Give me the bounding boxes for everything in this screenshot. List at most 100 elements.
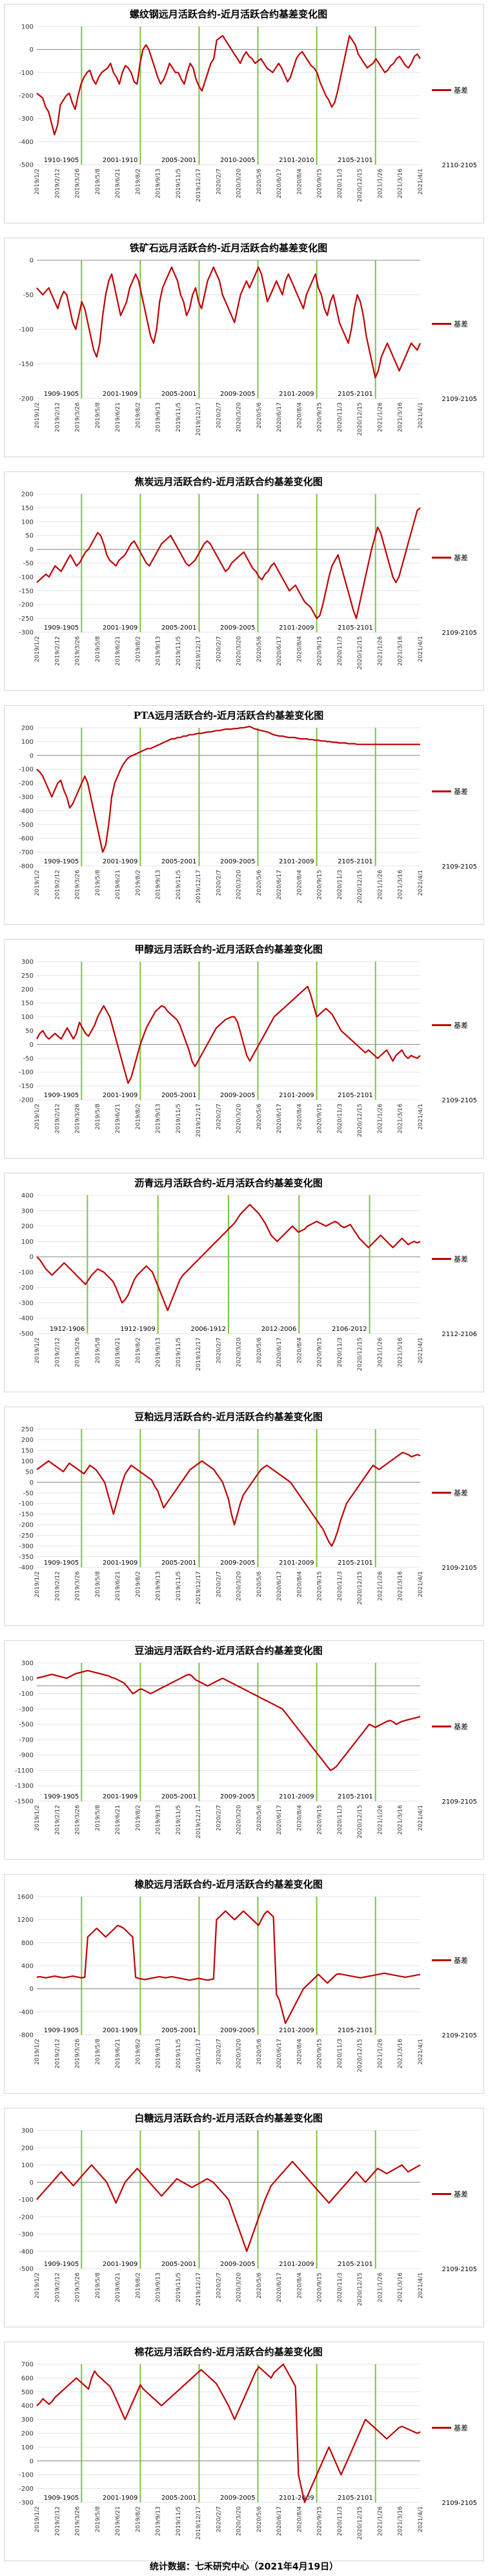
x-tick-label: 2019/2/12 <box>54 1337 61 1367</box>
x-tick-label: 2021/1/26 <box>377 169 383 198</box>
x-tick-label: 2019/6/21 <box>115 2272 121 2302</box>
x-tick-label: 2020/2/7 <box>216 636 222 662</box>
x-tick-label: 2021/3/16 <box>398 402 404 432</box>
x-tick-label: 2020/11/3 <box>337 870 343 900</box>
series-line-basis <box>36 507 421 619</box>
y-tick-label: -300 <box>19 630 34 637</box>
x-tick-label: 2020/11/3 <box>337 2272 343 2302</box>
next-contract-label: 2109-2105 <box>442 2500 477 2507</box>
x-tick-label: 2019/12/17 <box>196 1104 202 1137</box>
chart-title: 橡胶远月活跃合约-近月活跃合约基差变化图 <box>134 1879 322 1890</box>
next-contract-label: 2109-2105 <box>442 2032 477 2039</box>
series-line-basis <box>36 1669 421 1771</box>
legend-label: 基差 <box>454 2423 468 2432</box>
y-tick-label: 0 <box>30 1986 34 1993</box>
contract-roll-label: 2005-2001 <box>161 2261 197 2268</box>
chart-title: 焦炭远月活跃合约-近月活跃合约基差变化图 <box>134 476 322 488</box>
x-tick-label: 2019/2/12 <box>54 1104 61 1133</box>
x-tick-label: 2021/4/1 <box>418 2039 424 2065</box>
x-tick-label: 2019/1/2 <box>34 1571 41 1597</box>
x-tick-label: 2019/3/26 <box>75 1805 81 1835</box>
x-tick-label: 2019/9/13 <box>156 2506 162 2536</box>
y-tick-label: -1300 <box>15 1783 34 1790</box>
x-tick-label: 2020/6/17 <box>276 169 283 198</box>
next-contract-label: 2109-2105 <box>442 1097 477 1104</box>
x-tick-label: 2020/5/6 <box>256 1104 263 1130</box>
contract-roll-label: 2009-2005 <box>220 624 256 632</box>
chart-panel-6: 沥青远月活跃合约-近月活跃合约基差变化图 400 300 200 100 0 -100 -20… <box>4 1173 484 1392</box>
x-tick-label: 2019/1/2 <box>34 1104 41 1129</box>
x-tick-label: 2019/11/5 <box>176 636 182 666</box>
y-tick-label: 500 <box>21 2389 34 2396</box>
x-tick-label: 2021/4/1 <box>418 870 424 896</box>
y-tick-label: 100 <box>21 739 34 746</box>
x-tick-label: 2020/8/4 <box>296 2039 303 2065</box>
chart-svg: 白糖远月活跃合约-近月活跃合约基差变化图 300 200 100 0 -100 -200 -3… <box>19 2112 477 2306</box>
contract-roll-label: 2009-2005 <box>220 391 256 398</box>
y-tick-label: 300 <box>21 959 34 966</box>
chart-panel-3: 焦炭远月活跃合约-近月活跃合约基差变化图 200 150 100 50 0 -50 -100 -… <box>4 471 484 691</box>
x-tick-label: 2020/8/4 <box>296 1571 303 1598</box>
legend-label: 基差 <box>454 85 468 94</box>
y-tick-label: -100 <box>19 2197 34 2204</box>
x-tick-label: 2020/12/15 <box>357 169 363 202</box>
contract-roll-label: 2009-2005 <box>220 2261 256 2268</box>
y-tick-label: 0 <box>30 2458 34 2465</box>
x-tick-label: 2019/11/5 <box>176 1571 182 1601</box>
x-tick-label: 2020/3/20 <box>236 2039 243 2068</box>
legend-label: 基差 <box>454 1254 468 1263</box>
x-tick-label: 2021/4/1 <box>418 2506 424 2532</box>
x-tick-label: 2019/6/21 <box>115 1571 121 1601</box>
x-tick-label: 2019/9/13 <box>156 2272 162 2302</box>
y-tick-label: -400 <box>19 139 34 146</box>
x-tick-label: 2019/3/26 <box>75 2039 81 2068</box>
chart-panel-1: 螺纹钢远月活跃合约-近月活跃合约基差变化图 100 0 -100 -200 -300 -40… <box>4 4 484 223</box>
legend-label: 基差 <box>454 1488 468 1497</box>
x-tick-label: 2020/2/7 <box>216 2039 222 2065</box>
x-tick-label: 2019/11/5 <box>176 1337 182 1367</box>
x-tick-label: 2020/5/6 <box>256 1337 263 1364</box>
x-tick-label: 2019/9/13 <box>156 1805 162 1835</box>
x-tick-label: 2020/5/6 <box>256 169 263 195</box>
x-tick-label: 2020/11/3 <box>337 402 343 432</box>
x-tick-label: 2020/11/3 <box>337 169 343 198</box>
x-tick-label: 2021/3/16 <box>398 636 404 666</box>
y-tick-label: -1500 <box>15 1798 34 1806</box>
y-tick-label: 400 <box>21 2403 34 2410</box>
footer-source: 统计数据：七禾研究中心（2021年4月19日） <box>149 2562 339 2572</box>
x-tick-label: 2021/1/26 <box>377 1805 383 1835</box>
y-tick-label: 100 <box>21 1014 34 1021</box>
x-tick-label: 2020/5/6 <box>256 2272 263 2299</box>
series-line-basis <box>36 725 420 853</box>
y-tick-label: 150 <box>21 1000 34 1007</box>
chart-panel-10: 白糖远月活跃合约-近月活跃合约基差变化图 300 200 100 0 -100 -200 -3… <box>4 2108 484 2327</box>
x-tick-label: 2019/6/21 <box>115 1805 121 1835</box>
x-tick-label: 2019/12/17 <box>196 2272 202 2306</box>
chart-panel-2: 铁矿石远月活跃合约-近月活跃合约基差变化图 0 -50 -100 -150 -200 190… <box>4 238 484 457</box>
x-tick-label: 2020/12/15 <box>357 870 363 903</box>
x-tick-label: 2019/11/5 <box>176 402 182 432</box>
x-tick-label: 2020/9/15 <box>317 870 323 900</box>
contract-roll-label: 2001-1909 <box>103 1793 138 1800</box>
x-tick-label: 2020/12/15 <box>357 402 363 436</box>
x-tick-label: 2021/3/16 <box>398 2506 404 2536</box>
x-tick-label: 2019/9/13 <box>156 1337 162 1367</box>
x-tick-label: 2019/11/5 <box>176 2506 182 2536</box>
x-tick-label: 2019/3/26 <box>75 870 81 900</box>
x-tick-label: 2020/12/15 <box>357 636 363 670</box>
x-tick-label: 2019/3/26 <box>75 2272 81 2302</box>
x-tick-label: 2020/3/20 <box>236 2272 243 2302</box>
chart-svg: 螺纹钢远月活跃合约-近月活跃合约基差变化图 100 0 -100 -200 -300 -40… <box>19 8 477 202</box>
y-tick-label: -400 <box>19 1315 34 1323</box>
contract-roll-label: 2105-2101 <box>338 858 373 865</box>
contract-roll-label: 2009-2005 <box>220 1092 256 1099</box>
y-tick-label: -250 <box>19 615 34 623</box>
x-tick-label: 2019/2/12 <box>54 402 61 432</box>
contract-roll-label: 2101-2009 <box>279 1793 314 1800</box>
chart-panel-9: 橡胶远月活跃合约-近月活跃合约基差变化图 1600 1200 800 400 0 -400 -… <box>4 1874 484 2094</box>
x-tick-label: 2020/2/7 <box>216 1104 222 1129</box>
x-tick-label: 2019/8/2 <box>135 1337 141 1363</box>
next-contract-label: 2109-2105 <box>442 1798 477 1806</box>
y-tick-label: -200 <box>19 396 34 403</box>
